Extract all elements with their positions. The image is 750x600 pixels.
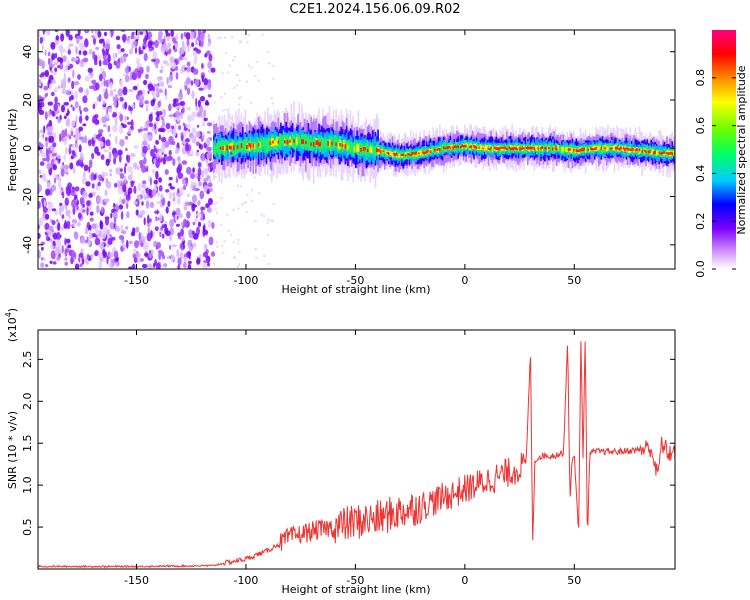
snr-y-tick-label: 2.5 — [21, 351, 34, 369]
snr-multiplier-close: ) — [6, 308, 19, 312]
spectrogram-x-tick-label: 50 — [567, 274, 581, 287]
spectrogram-y-tick-label: -20 — [21, 188, 34, 206]
snr-series-line — [38, 341, 675, 569]
snr-x-tick-label: 50 — [567, 574, 581, 587]
svg-text:(x104): (x104) — [4, 308, 19, 342]
snr-y-tick-label: 0.5 — [21, 518, 34, 536]
snr-x-axis: -150 -100 -50 0 50 — [124, 330, 581, 587]
snr-y-multiplier: (x104) — [4, 308, 19, 342]
snr-x-tick-label: -50 — [346, 574, 364, 587]
spectrogram-x-tick-label: -100 — [233, 274, 258, 287]
snr-x-label: Height of straight line (km) — [281, 583, 430, 596]
spectrogram-y-tick-label: 0 — [21, 145, 34, 152]
colorbar-label: Normalized spectral amplitude — [735, 65, 748, 234]
spectrogram-x-tick-label: -50 — [346, 274, 364, 287]
spectrogram-panel: -150 -100 -50 0 50 -40 -20 0 20 40 Height of str… — [6, 29, 676, 296]
snr-y-tick-label: 1.5 — [21, 434, 34, 452]
spectrogram-x-tick-label: 0 — [461, 274, 468, 287]
spectrogram-x-tick-label: -150 — [124, 274, 149, 287]
spectrogram-x-axis: -150 -100 -50 0 50 — [124, 30, 581, 287]
spectrogram-y-tick-label: -40 — [21, 236, 34, 254]
spectrogram-y-axis: -40 -20 0 20 40 — [21, 45, 675, 254]
snr-multiplier-base: (x10 — [6, 317, 19, 342]
snr-x-tick-label: 0 — [461, 574, 468, 587]
colorbar-tick-label: 0.8 — [694, 69, 707, 87]
snr-y-tick-label: 1.0 — [21, 476, 34, 494]
snr-y-axis: 0.5 1.0 1.5 2.0 2.5 — [21, 351, 675, 536]
snr-x-tick-label: -100 — [233, 574, 258, 587]
snr-y-label: SNR (10 * v/v) — [6, 411, 19, 489]
spectrogram-y-tick-label: 40 — [21, 45, 34, 59]
spectrogram-y-label: Frequency (Hz) — [6, 109, 19, 192]
spectrogram-frame — [37, 29, 676, 270]
snr-multiplier-exponent: 4 — [4, 312, 13, 317]
colorbar-tick-label: 0.6 — [694, 117, 707, 135]
snr-y-tick-label: 2.0 — [21, 393, 34, 411]
snr-frame — [37, 329, 676, 570]
colorbar: 0.0 0.2 0.4 0.6 0.8 Normalized spectral ampl… — [694, 30, 748, 278]
colorbar-ticks: 0.0 0.2 0.4 0.6 0.8 — [694, 69, 736, 278]
colorbar-gradient — [712, 30, 736, 269]
colorbar-tick-label: 0.4 — [694, 165, 707, 183]
spectrogram-x-label: Height of straight line (km) — [281, 283, 430, 296]
snr-panel: -150 -100 -50 0 50 0.5 1.0 1.5 2.0 2.5 Height of… — [4, 308, 676, 596]
colorbar-tick-label: 0.2 — [694, 212, 707, 230]
figure-title: C2E1.2024.156.06.09.R02 — [289, 2, 461, 17]
colorbar-tick-label: 0.0 — [694, 260, 707, 278]
spectrogram-image — [38, 30, 675, 269]
snr-x-tick-label: -150 — [124, 574, 149, 587]
spectrogram-y-tick-label: 20 — [21, 93, 34, 107]
